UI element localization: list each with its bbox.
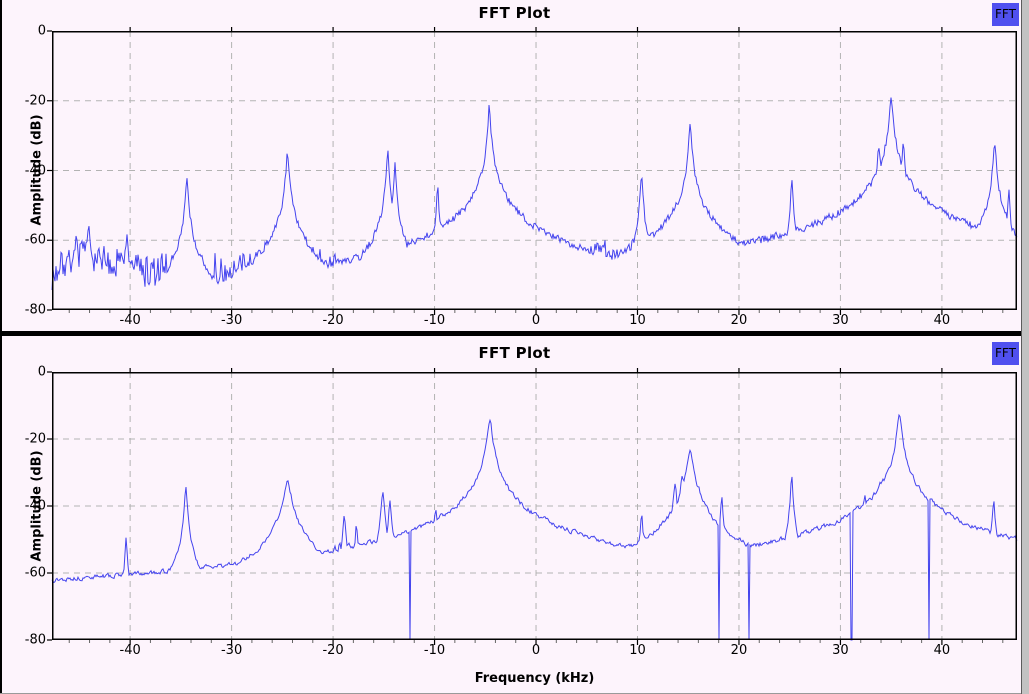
x-tick-label: 30 <box>832 313 849 328</box>
x-tick-label: 40 <box>933 313 951 328</box>
plot-border <box>52 31 1017 310</box>
y-tick-label: -40 <box>24 163 46 178</box>
y-tick-label: -20 <box>24 431 46 447</box>
y-tick-label: 0 <box>37 23 46 39</box>
plot-area <box>47 368 1018 645</box>
y-tick-label: -80 <box>24 632 46 648</box>
x-tick-label: -30 <box>220 313 243 328</box>
y-tick-label: -60 <box>24 565 46 581</box>
x-tick-label: -20 <box>322 643 344 658</box>
plot-title: FFT Plot <box>478 4 551 22</box>
x-tick-label: 20 <box>730 313 748 328</box>
x-tick-label: -10 <box>423 313 446 328</box>
y-tick-label: -20 <box>24 93 46 109</box>
y-tick-label: -80 <box>24 302 46 318</box>
fft-button[interactable]: FFT <box>992 3 1019 26</box>
plot-area <box>47 27 1018 315</box>
spectrum-svg <box>47 368 1018 645</box>
fft-panel-top: FFT Plot FFT Amplitude (dB) -40 -30 -20 -10… <box>0 0 1029 331</box>
x-tick-label: 40 <box>933 643 951 658</box>
grid-lines <box>52 372 1017 640</box>
x-tick-label: -40 <box>119 313 141 328</box>
x-tick-label: 20 <box>730 643 748 658</box>
x-tick-label: 30 <box>832 643 849 658</box>
y-tick-label: -40 <box>24 498 46 514</box>
plot-title: FFT Plot <box>478 344 551 362</box>
spectrum-trace <box>51 413 1018 641</box>
plot-border <box>52 372 1017 640</box>
x-tick-label: -30 <box>220 643 243 658</box>
fft-button[interactable]: FFT <box>992 342 1019 365</box>
grid-lines <box>52 31 1017 310</box>
axis-ticks <box>47 27 1004 315</box>
x-tick-label: 0 <box>531 313 541 328</box>
x-tick-label: 10 <box>629 643 646 658</box>
x-tick-label: -40 <box>119 643 141 658</box>
spectrum-svg <box>47 27 1018 315</box>
x-tick-label: 10 <box>629 313 646 328</box>
x-tick-label: 0 <box>531 643 541 658</box>
x-tick-label: -20 <box>322 313 344 328</box>
window-left-border <box>0 0 2 694</box>
spectrum-trace <box>51 97 1018 291</box>
x-tick-label: -10 <box>423 643 446 658</box>
axis-ticks <box>47 368 1004 645</box>
window-right-edge <box>1021 0 1029 694</box>
fft-panel-bottom: FFT Plot FFT Amplitude (dB) Frequency (k… <box>0 336 1029 694</box>
y-tick-label: -60 <box>24 232 46 248</box>
x-axis-label: Frequency (kHz) <box>474 671 595 686</box>
panel-separator <box>0 331 1029 336</box>
y-tick-label: 0 <box>37 364 46 380</box>
